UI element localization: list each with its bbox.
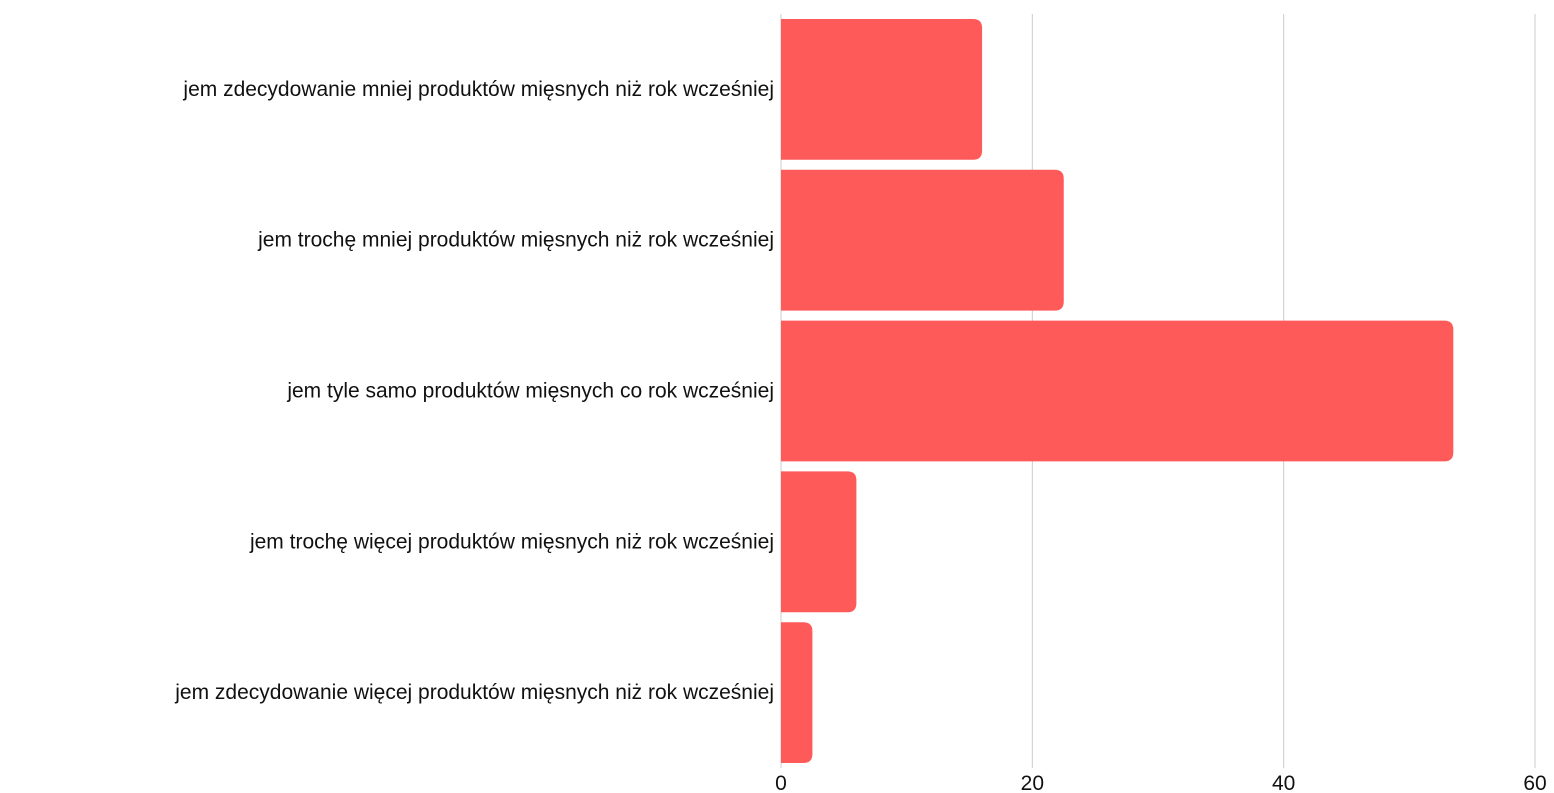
category-label-2: jem trochę mniej produktów mięsnych niż …: [257, 229, 774, 252]
bar-4: [781, 471, 857, 613]
bar-2: [781, 169, 1064, 311]
bar-1: [781, 19, 983, 160]
category-label-1: jem zdecydowanie mniej produktów mięsnyc…: [182, 78, 774, 101]
category-labels: jem zdecydowanie mniej produktów mięsnyc…: [174, 78, 774, 704]
category-label-3: jem tyle samo produktów mięsnych co rok …: [286, 380, 774, 403]
bar-3: [781, 320, 1454, 462]
category-label-5: jem zdecydowanie więcej produktów mięsny…: [174, 681, 774, 704]
category-label-4: jem trochę więcej produktów mięsnych niż…: [249, 530, 774, 553]
bars: [781, 19, 1454, 763]
x-tick-label-60: 60: [1523, 772, 1546, 793]
x-tick-label-40: 40: [1272, 772, 1295, 793]
x-tick-label-20: 20: [1021, 772, 1044, 793]
x-axis-ticks: 0 20 40 60: [775, 772, 1547, 793]
bar-5: [781, 622, 813, 763]
x-tick-label-0: 0: [775, 772, 787, 793]
